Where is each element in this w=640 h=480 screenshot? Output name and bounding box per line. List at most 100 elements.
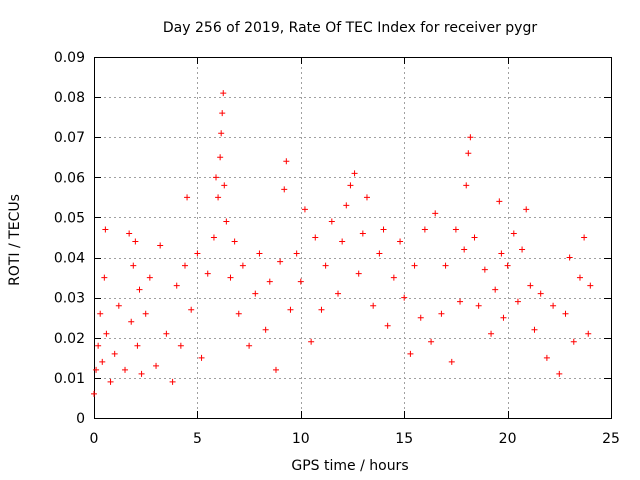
data-point [227, 274, 234, 281]
data-point [428, 338, 435, 345]
data-point [235, 310, 242, 317]
data-point [93, 366, 100, 373]
data-point [277, 258, 284, 265]
data-point [376, 250, 383, 257]
data-point [283, 158, 290, 165]
data-point [266, 278, 273, 285]
data-point [581, 234, 588, 241]
data-point [293, 250, 300, 257]
data-point [239, 262, 246, 269]
y-tick-label: 0.01 [54, 371, 85, 387]
data-point [322, 262, 329, 269]
y-tick-label: 0.07 [54, 130, 85, 146]
y-tick-label: 0.09 [54, 50, 85, 66]
data-point [504, 262, 511, 269]
y-tick-label: 0.08 [54, 90, 85, 106]
x-tick-label: 15 [395, 431, 413, 447]
y-tick-label: 0.06 [54, 170, 85, 186]
data-point [587, 282, 594, 289]
data-point [308, 338, 315, 345]
data-point [107, 378, 114, 385]
data-point [132, 238, 139, 245]
data-point [527, 282, 534, 289]
data-point [218, 130, 225, 137]
data-point [95, 342, 102, 349]
data-point [128, 318, 135, 325]
y-tick-label: 0 [76, 411, 85, 427]
data-point [339, 238, 346, 245]
data-point [562, 310, 569, 317]
data-point [262, 326, 269, 333]
data-point [531, 326, 538, 333]
data-point [438, 310, 445, 317]
data-point [397, 238, 404, 245]
data-point [297, 278, 304, 285]
y-tick-labels: 0 0.01 0.02 0.03 0.04 0.05 0.06 0.07 0.0… [54, 50, 85, 427]
data-point [219, 110, 226, 117]
data-point [370, 302, 377, 309]
data-point [550, 302, 557, 309]
data-point [384, 322, 391, 329]
data-point [184, 194, 191, 201]
data-point [134, 342, 141, 349]
data-point [465, 150, 472, 157]
data-point [97, 310, 104, 317]
data-point [471, 234, 478, 241]
x-tick-label: 10 [292, 431, 310, 447]
data-point [510, 230, 517, 237]
data-point [363, 194, 370, 201]
data-point [359, 230, 366, 237]
data-point [411, 262, 418, 269]
data-point [523, 206, 530, 213]
data-point [492, 286, 499, 293]
data-point [498, 250, 505, 257]
data-point [481, 266, 488, 273]
x-tick-labels: 0 5 10 15 20 25 [90, 431, 620, 447]
data-point [576, 274, 583, 281]
data-point [318, 306, 325, 313]
data-point [215, 194, 222, 201]
data-point [103, 330, 110, 337]
y-tick-label: 0.05 [54, 210, 85, 226]
data-point [256, 250, 263, 257]
axis-ticks [94, 57, 612, 419]
data-point [355, 270, 362, 277]
data-points [91, 90, 594, 397]
data-point [101, 274, 108, 281]
data-point [130, 262, 137, 269]
data-point [272, 366, 279, 373]
data-point [220, 90, 227, 97]
data-point [246, 342, 253, 349]
data-point [194, 250, 201, 257]
data-point [570, 338, 577, 345]
data-point [252, 290, 259, 297]
data-point [169, 378, 176, 385]
data-point [467, 134, 474, 141]
data-point [126, 230, 133, 237]
data-point [204, 270, 211, 277]
data-point [514, 298, 521, 305]
data-point [390, 274, 397, 281]
data-point [138, 370, 145, 377]
data-point [223, 218, 230, 225]
data-point [421, 226, 428, 233]
data-point [287, 306, 294, 313]
data-point [188, 306, 195, 313]
data-point [500, 314, 507, 321]
data-point [146, 274, 153, 281]
data-point [351, 170, 358, 177]
data-point [543, 354, 550, 361]
data-point [157, 242, 164, 249]
chart-title: Day 256 of 2019, Rate Of TEC Index for r… [163, 20, 537, 36]
data-point [213, 174, 220, 181]
x-tick-label: 25 [602, 431, 620, 447]
data-point [347, 182, 354, 189]
data-point [461, 246, 468, 253]
y-axis-label: ROTI / TECUs [7, 194, 23, 286]
data-point [102, 226, 109, 233]
data-point [380, 226, 387, 233]
data-point [153, 362, 160, 369]
data-point [177, 342, 184, 349]
data-point [452, 226, 459, 233]
x-tick-label: 5 [193, 431, 202, 447]
